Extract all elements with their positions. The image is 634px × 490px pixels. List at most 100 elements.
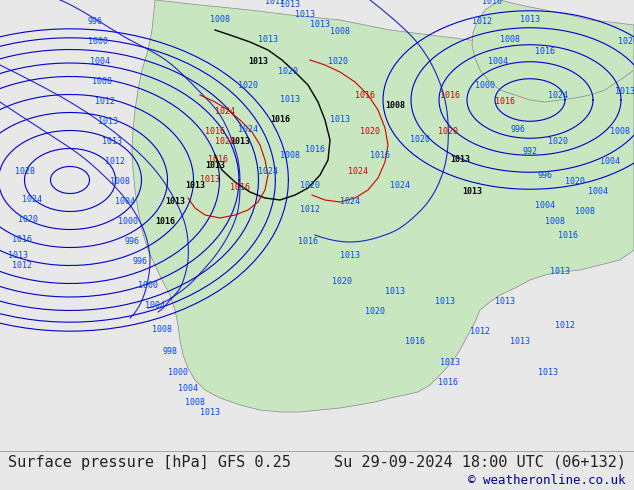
- Text: 1016: 1016: [482, 0, 502, 6]
- Text: 1020: 1020: [565, 177, 585, 187]
- Text: 1013: 1013: [385, 288, 405, 296]
- Text: 1004: 1004: [178, 384, 198, 392]
- Text: 1004: 1004: [600, 157, 620, 167]
- Text: 1004: 1004: [115, 197, 135, 206]
- Text: 1004: 1004: [488, 57, 508, 67]
- Text: 1016: 1016: [208, 155, 228, 165]
- Text: 1016: 1016: [355, 91, 375, 99]
- Text: 1016: 1016: [535, 48, 555, 56]
- Text: 1020: 1020: [438, 127, 458, 137]
- Text: 1016: 1016: [270, 116, 290, 124]
- Text: Surface pressure [hPa] GFS 0.25: Surface pressure [hPa] GFS 0.25: [8, 455, 291, 469]
- Text: 1013: 1013: [98, 118, 118, 126]
- Text: 1024: 1024: [340, 197, 360, 206]
- Text: 1013: 1013: [340, 250, 360, 260]
- Text: 1013: 1013: [450, 155, 470, 165]
- Text: 996: 996: [133, 258, 148, 267]
- Text: 1000: 1000: [138, 280, 158, 290]
- Text: 1020: 1020: [328, 57, 348, 67]
- Text: 1020: 1020: [618, 38, 634, 47]
- Text: 1016: 1016: [438, 377, 458, 387]
- Text: 1013: 1013: [550, 268, 570, 276]
- Text: 1013: 1013: [440, 358, 460, 367]
- Text: 1028: 1028: [15, 168, 35, 176]
- Text: 1008: 1008: [185, 397, 205, 407]
- Text: 1008: 1008: [385, 100, 405, 109]
- Text: 1012: 1012: [12, 261, 32, 270]
- Text: 1020: 1020: [410, 136, 430, 145]
- Text: 1013: 1013: [310, 21, 330, 29]
- Text: 1024: 1024: [238, 125, 258, 134]
- Polygon shape: [472, 0, 634, 102]
- Text: 1016: 1016: [12, 236, 32, 245]
- Text: 1016: 1016: [558, 230, 578, 240]
- Text: 1013: 1013: [8, 250, 28, 260]
- Text: 1013: 1013: [435, 297, 455, 307]
- Text: 1012: 1012: [472, 18, 492, 26]
- Text: 1008: 1008: [545, 218, 565, 226]
- Text: 1012: 1012: [105, 157, 125, 167]
- Text: 1013: 1013: [185, 180, 205, 190]
- Text: 1024: 1024: [390, 180, 410, 190]
- Text: 1013: 1013: [248, 57, 268, 67]
- Text: 1000: 1000: [168, 368, 188, 376]
- Text: 1016: 1016: [205, 127, 225, 137]
- Text: 1000: 1000: [475, 80, 495, 90]
- Text: 1013: 1013: [200, 408, 220, 416]
- Text: 1024: 1024: [22, 196, 42, 204]
- Text: 1000: 1000: [88, 38, 108, 47]
- Text: 1013: 1013: [165, 197, 185, 206]
- Text: 1020: 1020: [332, 277, 352, 287]
- Text: 1004: 1004: [535, 200, 555, 210]
- Text: 1013: 1013: [330, 116, 350, 124]
- Text: 1013: 1013: [520, 16, 540, 24]
- Text: 1008: 1008: [610, 127, 630, 137]
- Text: 1016: 1016: [370, 150, 390, 160]
- Text: 1008: 1008: [152, 325, 172, 335]
- Text: 1013: 1013: [538, 368, 558, 376]
- Text: 1016: 1016: [305, 146, 325, 154]
- Text: 1016: 1016: [230, 183, 250, 193]
- Text: 1020: 1020: [360, 127, 380, 137]
- Text: 1013: 1013: [205, 161, 225, 170]
- Text: 996: 996: [538, 171, 552, 179]
- Text: 1024: 1024: [258, 168, 278, 176]
- Text: 1013: 1013: [510, 338, 530, 346]
- Text: 1024: 1024: [548, 91, 568, 99]
- Text: 1012: 1012: [300, 205, 320, 215]
- Text: 1012: 1012: [555, 320, 575, 329]
- Text: 1000: 1000: [118, 218, 138, 226]
- Text: 1008: 1008: [575, 207, 595, 217]
- Text: 1012: 1012: [470, 327, 490, 337]
- Text: 1020: 1020: [238, 80, 258, 90]
- Text: 996: 996: [124, 238, 139, 246]
- Text: 1012: 1012: [95, 98, 115, 106]
- Text: 1020: 1020: [365, 308, 385, 317]
- Text: 1016: 1016: [440, 91, 460, 99]
- Text: 1020: 1020: [300, 180, 320, 190]
- Text: 1004: 1004: [588, 188, 608, 196]
- Text: 1024: 1024: [348, 168, 368, 176]
- Text: 1013: 1013: [495, 297, 515, 307]
- Text: 1008: 1008: [500, 35, 520, 45]
- Text: 1013: 1013: [462, 188, 482, 196]
- Text: 1013: 1013: [258, 35, 278, 45]
- Text: 992: 992: [522, 147, 538, 156]
- Text: 1013: 1013: [280, 0, 300, 9]
- Text: 1016: 1016: [405, 338, 425, 346]
- Text: 1020: 1020: [548, 138, 568, 147]
- Text: 1024: 1024: [215, 107, 235, 117]
- Text: 996: 996: [87, 18, 103, 26]
- Text: © weatheronline.co.uk: © weatheronline.co.uk: [469, 473, 626, 487]
- Text: 1013: 1013: [280, 96, 300, 104]
- Text: 1008: 1008: [92, 77, 112, 87]
- Text: 1012: 1012: [265, 0, 285, 6]
- Text: 1020: 1020: [18, 216, 38, 224]
- Text: 1013: 1013: [295, 10, 315, 20]
- Text: 1016: 1016: [495, 98, 515, 106]
- Text: 1004: 1004: [90, 57, 110, 67]
- Text: 1016: 1016: [155, 218, 175, 226]
- Polygon shape: [132, 0, 634, 412]
- Text: Su 29-09-2024 18:00 UTC (06+132): Su 29-09-2024 18:00 UTC (06+132): [334, 455, 626, 469]
- Text: 1004: 1004: [145, 300, 165, 310]
